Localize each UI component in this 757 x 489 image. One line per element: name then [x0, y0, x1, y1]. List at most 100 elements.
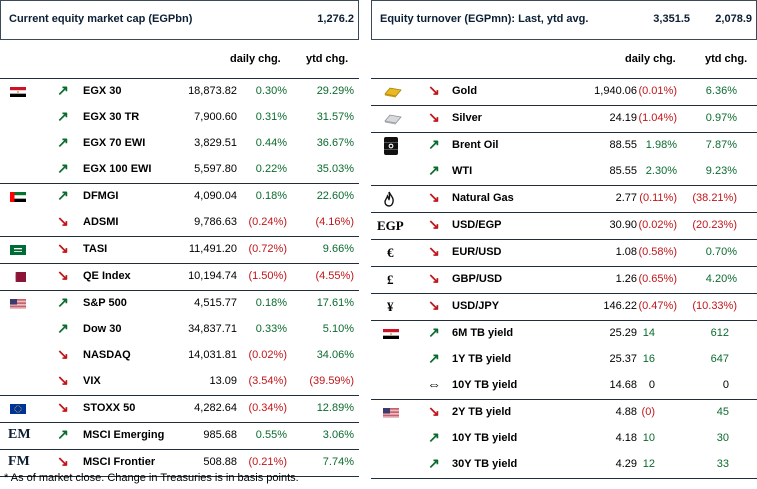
ytd-change: 0.70%	[705, 246, 737, 258]
instrument-name: MSCI Frontier	[83, 456, 156, 468]
ytd-change: 22.60%	[316, 190, 354, 202]
table-row: EGP ↘ USD/EGP 30.90 (0.02%) (20.23%)	[371, 213, 757, 239]
daily-change: (3.54%)	[248, 375, 287, 387]
eu-flag-icon	[10, 404, 26, 414]
arrow-down-icon: ↘	[57, 240, 69, 256]
ytd-change: 31.57%	[316, 111, 354, 123]
instrument-value: 5,597.80	[194, 163, 237, 175]
currency-symbol: €	[387, 245, 394, 260]
instrument-name: 6M TB yield	[452, 327, 514, 339]
table-group: EM ↗ MSCI Emerging 985.68 0.55% 3.06%	[0, 422, 359, 449]
arrow-down-icon: ↘	[57, 267, 69, 283]
table-row: ↘ Natural Gas 2.77 (0.11%) (38.21%)	[371, 186, 757, 212]
table-group: ¥ ↘ USD/JPY 146.22 (0.47%) (10.33%)	[371, 293, 757, 320]
turnover-last: 3,351.5	[653, 13, 690, 25]
ytd-change: 9.66%	[322, 243, 354, 255]
arrow-down-icon: ↘	[428, 189, 440, 205]
instrument-name: USD/EGP	[452, 219, 502, 231]
daily-change: 0	[648, 379, 655, 391]
daily-change: (1.50%)	[248, 270, 287, 282]
ytd-change: 0.97%	[705, 112, 737, 124]
instrument-value: 1,940.06	[594, 85, 637, 97]
daily-change: 0.18%	[255, 297, 287, 309]
daily-change: (0.02%)	[248, 349, 287, 361]
instrument-name: ADSMI	[83, 216, 119, 228]
instrument-value: 9,786.63	[194, 216, 237, 228]
table-row: £ ↘ GBP/USD 1.26 (0.65%) 4.20%	[371, 267, 757, 293]
daily-change: (0.72%)	[248, 243, 287, 255]
turnover-title-box: Equity turnover (EGPmn): Last, ytd avg. …	[371, 0, 757, 40]
daily-change: (0.02%)	[638, 219, 677, 231]
arrow-up-icon: ↗	[428, 429, 440, 445]
ytd-change: 5.10%	[322, 323, 354, 335]
table-row: ↗ Brent Oil 88.55 1.98% 7.87%	[371, 133, 757, 159]
arrow-up-icon: ↗	[57, 320, 69, 336]
arrow-up-icon: ↗	[428, 136, 440, 152]
ytd-change: 35.03%	[316, 163, 354, 175]
ytd-change: 647	[710, 353, 729, 365]
daily-change: 0.44%	[255, 137, 287, 149]
table-group: ↘ 2Y TB yield 4.88 (0) 45 ↗ 10Y TB yield…	[371, 399, 757, 478]
arrow-up-icon: ↗	[428, 324, 440, 340]
arrow-flat-icon: ⇔	[427, 376, 441, 392]
table-row: ↗ 30Y TB yield 4.29 12 33	[371, 452, 757, 478]
daily-change-header: daily chg.	[625, 53, 676, 65]
uae-flag-icon	[10, 192, 26, 202]
instrument-name: MSCI Emerging	[83, 429, 165, 441]
commodities-column-headers: daily chg. ytd chg.	[371, 40, 757, 78]
table-row: ↗ 6M TB yield 25.29 14 612	[371, 321, 757, 347]
ytd-change: 612	[710, 327, 729, 339]
arrow-up-icon: ↗	[57, 134, 69, 150]
daily-change: (0)	[641, 406, 655, 418]
table-row: ↘ STOXX 50 4,282.64 (0.34%) 12.89%	[0, 396, 359, 422]
instrument-value: 25.37	[609, 353, 637, 365]
daily-change: 14	[642, 327, 655, 339]
instrument-value: 25.29	[609, 327, 637, 339]
instrument-value: 10,194.74	[188, 270, 237, 282]
table-row: € ↘ EUR/USD 1.08 (0.58%) 0.70%	[371, 240, 757, 266]
table-group: ↗ 6M TB yield 25.29 14 612 ↗ 1Y TB yield…	[371, 320, 757, 399]
equity-title: Current equity market cap (EGPbn)	[9, 13, 193, 25]
ytd-change: 45	[716, 406, 729, 418]
daily-change: 0.18%	[255, 190, 287, 202]
arrow-down-icon: ↘	[57, 399, 69, 415]
table-row: ↗ EGX 100 EWI 5,597.80 0.22% 35.03%	[0, 157, 359, 183]
table-group: ↘ TASI 11,491.20 (0.72%) 9.66%	[0, 236, 359, 263]
daily-change: (0.47%)	[638, 300, 677, 312]
ytd-change: (38.21%)	[692, 192, 737, 204]
instrument-value: 13.09	[209, 375, 237, 387]
daily-change: (0.34%)	[248, 402, 287, 414]
daily-change: 0.31%	[255, 111, 287, 123]
table-row: ↗ EGX 30 18,873.82 0.30% 29.29%	[0, 79, 359, 105]
arrow-down-icon: ↘	[428, 109, 440, 125]
ytd-change: 7.87%	[705, 139, 737, 151]
ytd-change: 3.06%	[322, 429, 354, 441]
currency-symbol: EGP	[377, 218, 404, 233]
index-badge: FM	[8, 454, 30, 469]
ytd-change: 7.74%	[322, 456, 354, 468]
instrument-name: TASI	[83, 243, 108, 255]
ytd-change: 12.89%	[316, 402, 354, 414]
instrument-value: 85.55	[609, 165, 637, 177]
instrument-name: Natural Gas	[452, 192, 514, 204]
table-row: ↗ DFMGI 4,090.04 0.18% 22.60%	[0, 184, 359, 210]
ytd-change: 36.67%	[316, 137, 354, 149]
ytd-change: 34.06%	[316, 349, 354, 361]
instrument-value: 24.19	[609, 112, 637, 124]
ytd-change: (20.23%)	[692, 219, 737, 231]
instrument-name: QE Index	[83, 270, 131, 282]
ytd-change: 29.29%	[316, 85, 354, 97]
arrow-up-icon: ↗	[57, 82, 69, 98]
ytd-change: 30	[716, 432, 729, 444]
arrow-down-icon: ↘	[57, 213, 69, 229]
arrow-down-icon: ↘	[57, 346, 69, 362]
table-group: ↗ S&P 500 4,515.77 0.18% 17.61% ↗ Dow 30…	[0, 290, 359, 395]
equity-title-box: Current equity market cap (EGPbn) 1,276.…	[0, 0, 359, 40]
table-row: ¥ ↘ USD/JPY 146.22 (0.47%) (10.33%)	[371, 294, 757, 320]
arrow-down-icon: ↘	[57, 453, 69, 469]
table-group: ↘ STOXX 50 4,282.64 (0.34%) 12.89%	[0, 395, 359, 422]
daily-change: (0.58%)	[638, 246, 677, 258]
table-row: ↘ 2Y TB yield 4.88 (0) 45	[371, 400, 757, 426]
table-group: € ↘ EUR/USD 1.08 (0.58%) 0.70%	[371, 239, 757, 266]
instrument-value: 1.08	[615, 246, 637, 258]
